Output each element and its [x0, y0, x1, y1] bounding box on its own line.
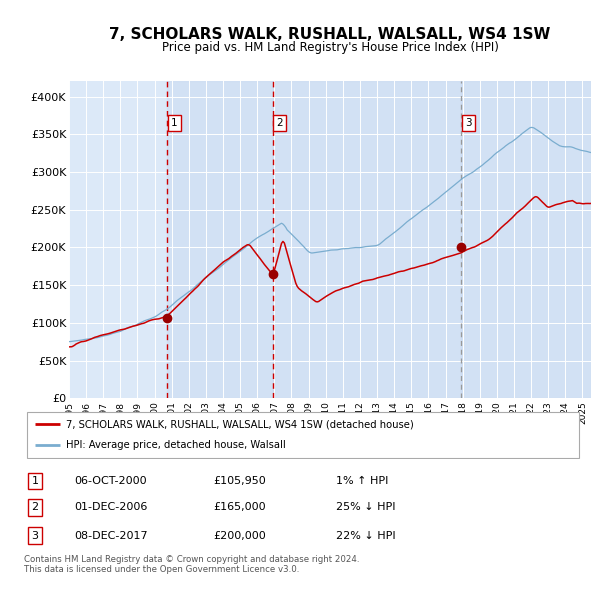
Text: 06-OCT-2000: 06-OCT-2000 [74, 476, 147, 486]
Text: 7, SCHOLARS WALK, RUSHALL, WALSALL, WS4 1SW (detached house): 7, SCHOLARS WALK, RUSHALL, WALSALL, WS4 … [66, 419, 413, 429]
Text: 2: 2 [277, 118, 283, 128]
Bar [461, 81, 591, 398]
Text: £165,000: £165,000 [214, 503, 266, 512]
Text: 1: 1 [32, 476, 38, 486]
Text: 7, SCHOLARS WALK, RUSHALL, WALSALL, WS4 1SW: 7, SCHOLARS WALK, RUSHALL, WALSALL, WS4 … [109, 27, 551, 41]
Text: 25% ↓ HPI: 25% ↓ HPI [337, 503, 396, 512]
Text: 3: 3 [32, 531, 38, 540]
Bar [167, 81, 273, 398]
Text: 3: 3 [465, 118, 472, 128]
Text: 01-DEC-2006: 01-DEC-2006 [74, 503, 148, 512]
Text: Contains HM Land Registry data © Crown copyright and database right 2024.
This d: Contains HM Land Registry data © Crown c… [24, 555, 359, 574]
FancyBboxPatch shape [27, 412, 579, 458]
Text: Price paid vs. HM Land Registry's House Price Index (HPI): Price paid vs. HM Land Registry's House … [161, 41, 499, 54]
Text: HPI: Average price, detached house, Walsall: HPI: Average price, detached house, Wals… [66, 441, 286, 451]
Text: 08-DEC-2017: 08-DEC-2017 [74, 531, 148, 540]
Text: £200,000: £200,000 [214, 531, 266, 540]
Text: 22% ↓ HPI: 22% ↓ HPI [337, 531, 396, 540]
Text: 1: 1 [171, 118, 178, 128]
Bar [273, 81, 461, 398]
Text: 1% ↑ HPI: 1% ↑ HPI [337, 476, 389, 486]
Text: £105,950: £105,950 [214, 476, 266, 486]
Text: 2: 2 [32, 503, 39, 512]
